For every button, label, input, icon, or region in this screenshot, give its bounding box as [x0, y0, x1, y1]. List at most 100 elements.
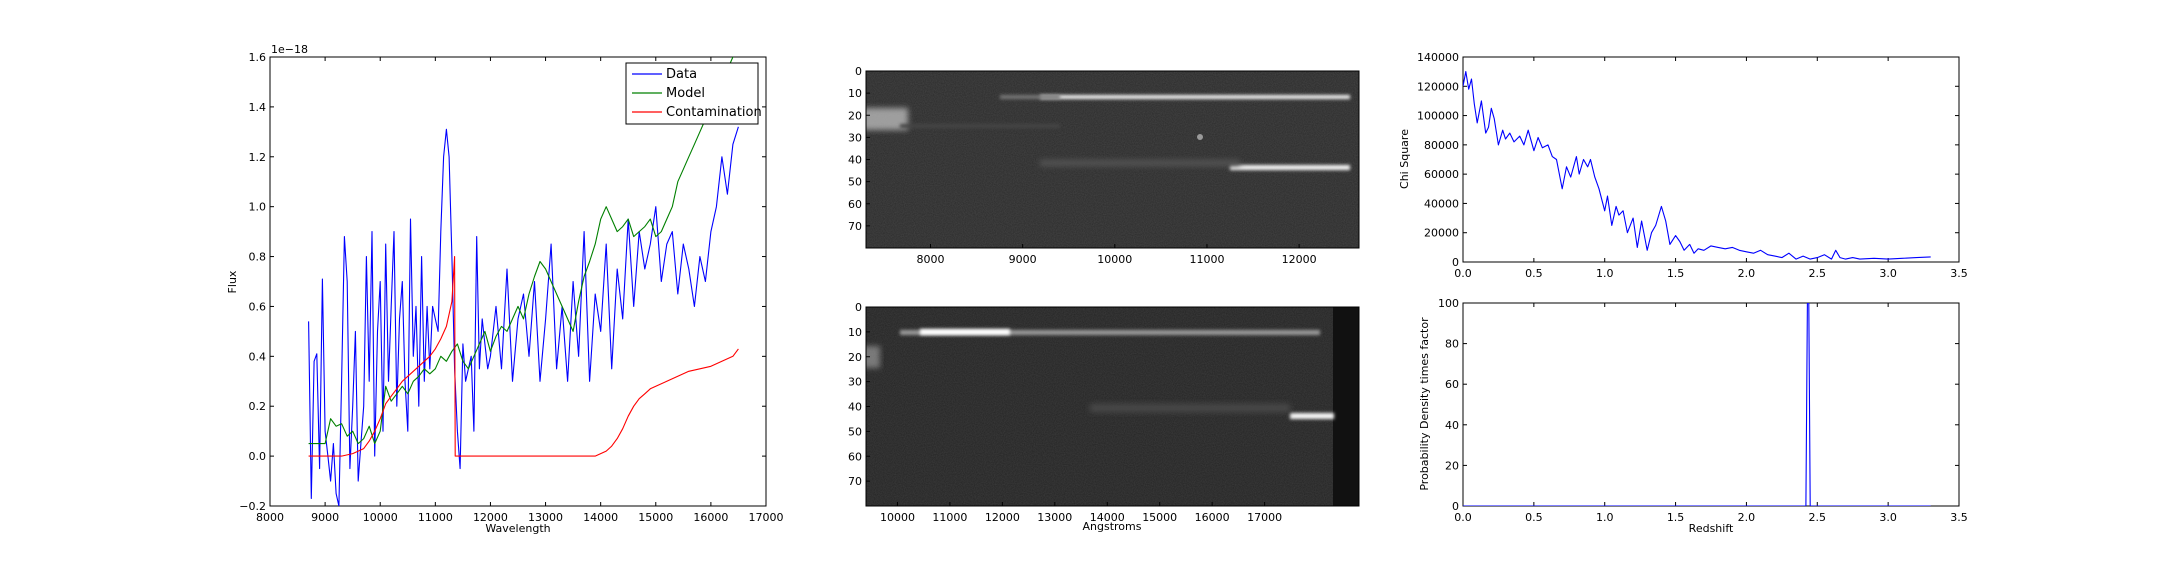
spectrum-legend: Data Model Contamination — [625, 62, 762, 125]
y-tick-label: 80 — [1445, 338, 1459, 351]
y-tick-label: 10 — [848, 326, 862, 339]
probability-x-ticks: 0.0 0.5 1.0 1.5 2.0 2.5 3.0 3.5 — [1454, 303, 1968, 524]
image-bottom-x-label: Angstroms — [1083, 520, 1142, 533]
bright-edge-blob — [866, 108, 908, 130]
x-tick-label: 10000 — [1097, 253, 1132, 266]
x-tick-label: 9000 — [311, 511, 339, 524]
y-tick-label: 60 — [1445, 378, 1459, 391]
y-tick-label: 60 — [848, 198, 862, 211]
chi-square-y-label: Chi Square — [1398, 129, 1411, 189]
y-tick-label: 20 — [848, 351, 862, 364]
y-tick-label: 70 — [848, 220, 862, 233]
image-bottom-y-ticks: 0 10 20 30 40 50 60 70 — [848, 301, 870, 488]
chi-square-panel: 0.0 0.5 1.0 1.5 2.0 2.5 3.0 3.5 0 20000 40000 6000… — [1398, 51, 1968, 280]
x-tick-label: 17000 — [1247, 511, 1282, 524]
legend-label-contamination: Contamination — [666, 105, 762, 120]
x-tick-label: 11000 — [1189, 253, 1224, 266]
x-tick-label: 8000 — [256, 511, 284, 524]
y-tick-label: 30 — [848, 131, 862, 144]
y-tick-label: 140000 — [1417, 51, 1459, 64]
trace-upper — [900, 330, 1320, 335]
series-line-model — [308, 57, 734, 445]
x-tick-label: 3.0 — [1879, 511, 1897, 524]
y-tick-label: 20 — [1445, 459, 1459, 472]
y-tick-label: 60000 — [1424, 168, 1459, 181]
y-tick-label: 40 — [848, 154, 862, 167]
x-tick-label: 3.5 — [1950, 511, 1968, 524]
probability-x-label: Redshift — [1689, 522, 1734, 535]
spectrum-y-ticks: −0.2 0.0 0.2 0.4 0.6 0.8 1.0 1.2 1.4 1.6 — [239, 51, 766, 513]
spectrum-image-bottom-panel: 10000 11000 12000 13000 14000 15000 16000 17000… — [848, 301, 1360, 533]
x-tick-label: 2.0 — [1738, 267, 1756, 280]
y-tick-label: 30 — [848, 376, 862, 389]
x-tick-label: 14000 — [1090, 511, 1125, 524]
chi-square-y-ticks: 0 20000 40000 60000 80000 100000 120000 140000 — [1417, 51, 1959, 269]
y-tick-label: 1.4 — [249, 101, 267, 114]
image-noise — [866, 71, 1359, 248]
x-tick-label: 11000 — [932, 511, 967, 524]
trace-upper-faint — [1000, 95, 1060, 99]
y-tick-label: 0 — [855, 65, 862, 78]
x-tick-label: 12000 — [473, 511, 508, 524]
probability-axes-frame — [1462, 302, 1960, 507]
x-tick-label: 3.5 — [1950, 267, 1968, 280]
y-tick-label: 60 — [848, 450, 862, 463]
x-tick-label: 16000 — [1195, 511, 1230, 524]
x-tick-label: 8000 — [917, 253, 945, 266]
y-tick-label: 0 — [1452, 500, 1459, 513]
x-tick-label: 10000 — [363, 511, 398, 524]
x-tick-label: 1.5 — [1667, 511, 1685, 524]
y-tick-label: 50 — [848, 176, 862, 189]
spectrum-image-top-panel: 8000 9000 10000 11000 12000 0 10 20 30 40 50 60 70 — [848, 65, 1360, 266]
x-tick-label: 2.5 — [1809, 267, 1827, 280]
trace-upper-bright — [920, 329, 1010, 335]
x-tick-label: 1.0 — [1596, 267, 1614, 280]
legend-label-model: Model — [666, 86, 705, 101]
y-tick-label: 40000 — [1424, 197, 1459, 210]
trace-upper — [1040, 95, 1350, 99]
x-tick-label: 1.0 — [1596, 511, 1614, 524]
x-tick-label: 1.5 — [1667, 267, 1685, 280]
x-tick-label: 11000 — [418, 511, 453, 524]
y-tick-label: 0.0 — [249, 450, 267, 463]
trace-lower — [1230, 165, 1350, 170]
y-tick-label: 0.8 — [249, 251, 267, 264]
x-tick-label: 12000 — [985, 511, 1020, 524]
y-tick-label: 100000 — [1417, 110, 1459, 123]
x-tick-label: 16000 — [693, 511, 728, 524]
y-tick-label: 0.2 — [249, 400, 267, 413]
probability-lines — [1463, 303, 1931, 506]
x-tick-label: 10000 — [880, 511, 915, 524]
x-tick-label: 13000 — [1037, 511, 1072, 524]
probability-panel: 0.0 0.5 1.0 1.5 2.0 2.5 3.0 3.5 0 20 40 60 80 100 Re… — [1418, 297, 1968, 535]
legend-label-data: Data — [666, 67, 697, 82]
chi-square-axes-frame — [1462, 56, 1960, 263]
y-tick-label: 1.0 — [249, 201, 267, 214]
series-line-contamination — [308, 256, 739, 457]
y-tick-label: 40 — [848, 401, 862, 414]
series-line-series-0 — [1463, 71, 1931, 260]
x-tick-label: 13000 — [528, 511, 563, 524]
x-tick-label: 14000 — [583, 511, 618, 524]
y-tick-label: 80000 — [1424, 139, 1459, 152]
spectrum-lines — [308, 57, 739, 506]
x-tick-label: 15000 — [638, 511, 673, 524]
probability-y-label: Probability Density times factor — [1418, 317, 1431, 491]
hot-pixel — [1197, 134, 1203, 140]
chi-square-x-ticks: 0.0 0.5 1.0 1.5 2.0 2.5 3.0 3.5 — [1454, 57, 1968, 280]
y-tick-label: 20 — [848, 109, 862, 122]
probability-y-ticks: 0 20 40 60 80 100 — [1438, 297, 1959, 513]
trace-lower-faint — [1090, 404, 1290, 412]
y-tick-label: 40 — [1445, 419, 1459, 432]
spectrum-image-bottom — [866, 307, 1359, 506]
spectrum-y-label: Flux — [226, 270, 239, 293]
right-edge-block — [1333, 307, 1359, 506]
y-tick-label: 1.2 — [249, 151, 267, 164]
y-tick-label: 20000 — [1424, 227, 1459, 240]
x-tick-label: 0.5 — [1525, 511, 1543, 524]
spectrum-axes-frame — [269, 56, 767, 507]
spectrum-panel: 8000 9000 10000 11000 12000 13000 14000 15000 16… — [226, 43, 784, 535]
x-tick-label: 0.5 — [1525, 267, 1543, 280]
y-tick-label: 10 — [848, 87, 862, 100]
